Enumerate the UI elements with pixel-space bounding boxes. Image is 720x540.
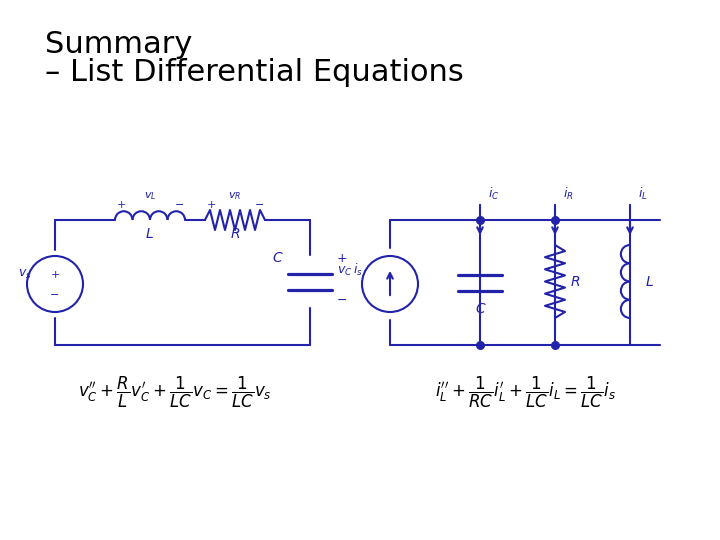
Text: $i_R$: $i_R$ [563, 186, 574, 202]
Text: −: − [337, 294, 348, 307]
Text: $v_L$: $v_L$ [144, 190, 156, 202]
Text: $i_s$: $i_s$ [353, 262, 363, 278]
Text: $v_C'' + \dfrac{R}{L}v_C' + \dfrac{1}{LC}v_C = \dfrac{1}{LC}v_s$: $v_C'' + \dfrac{R}{L}v_C' + \dfrac{1}{LC… [78, 375, 272, 410]
Text: C: C [272, 251, 282, 265]
Text: $v_R$: $v_R$ [228, 190, 242, 202]
Text: −: − [255, 200, 264, 210]
Text: R: R [571, 274, 580, 288]
Text: $i_C$: $i_C$ [488, 186, 500, 202]
Text: +: + [207, 200, 217, 210]
Text: $i_L'' + \dfrac{1}{RC}i_L' + \dfrac{1}{LC}i_L = \dfrac{1}{LC}i_s$: $i_L'' + \dfrac{1}{RC}i_L' + \dfrac{1}{L… [435, 375, 616, 410]
Text: C: C [475, 302, 485, 316]
Text: L: L [146, 227, 154, 241]
Text: +: + [117, 200, 127, 210]
Text: R: R [230, 227, 240, 241]
Text: L: L [646, 274, 654, 288]
Text: – List Differential Equations: – List Differential Equations [45, 58, 464, 87]
Text: $v_C$: $v_C$ [337, 265, 353, 278]
Text: +: + [337, 252, 348, 265]
Text: −: − [50, 290, 60, 300]
Text: $i_L$: $i_L$ [638, 186, 648, 202]
Text: $v_s$: $v_s$ [18, 267, 32, 281]
Text: +: + [50, 270, 60, 280]
Text: −: − [175, 200, 184, 210]
Text: Summary: Summary [45, 30, 192, 59]
